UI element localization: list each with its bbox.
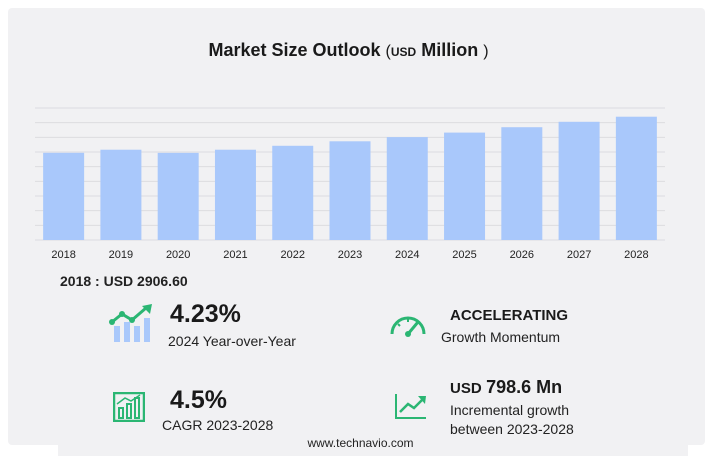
x-tick-2027: 2027 xyxy=(567,249,591,261)
x-tick-2026: 2026 xyxy=(510,249,534,261)
incremental-amount: 798.6 Mn xyxy=(486,377,563,397)
stats-panel: 4.23% 2024 Year-over-Year ACCELERATING G… xyxy=(58,288,688,456)
bar-2026 xyxy=(501,127,543,240)
cagr-label: CAGR 2023-2028 xyxy=(162,417,274,433)
bar-2019 xyxy=(100,149,142,240)
incremental-value: USD 798.6 Mn xyxy=(450,377,562,398)
yoy-value: 4.23% xyxy=(170,300,241,328)
yoy-label: 2024 Year-over-Year xyxy=(168,333,296,349)
x-tick-2022: 2022 xyxy=(280,249,304,261)
bar-2021 xyxy=(214,149,256,240)
bar-2022 xyxy=(272,145,314,240)
chart-title: Market Size Outlook (USD Million ) xyxy=(208,40,489,60)
bar-chart: 2018 2019 2020 2021 2022 2023 2024 2025 2026 2027… xyxy=(35,107,665,261)
bar-2027 xyxy=(558,121,600,240)
x-tick-2019: 2019 xyxy=(109,249,133,261)
bar-chart-icon xyxy=(113,392,145,422)
momentum-label: Growth Momentum xyxy=(441,329,561,345)
trend-line-icon xyxy=(395,394,426,419)
speedometer-icon xyxy=(390,316,426,337)
x-tick-2023: 2023 xyxy=(338,249,362,261)
growth-chart-icon xyxy=(109,304,152,342)
x-tick-2024: 2024 xyxy=(395,249,419,261)
bars xyxy=(43,116,657,240)
base-year-value: 2018 : USD 2906.60 xyxy=(60,273,188,289)
x-tick-2021: 2021 xyxy=(223,249,247,261)
bar-2025 xyxy=(444,132,486,240)
x-tick-2018: 2018 xyxy=(51,249,75,261)
source-footer: www.technavio.com xyxy=(307,436,414,450)
bar-2023 xyxy=(329,141,371,240)
bar-2028 xyxy=(615,116,657,240)
x-tick-2020: 2020 xyxy=(166,249,190,261)
incremental-label-2: between 2023-2028 xyxy=(450,421,574,437)
cagr-value: 4.5% xyxy=(170,386,227,414)
incremental-prefix: USD xyxy=(450,380,482,397)
bar-2024 xyxy=(386,137,428,240)
x-tick-2025: 2025 xyxy=(452,249,476,261)
incremental-label-1: Incremental growth xyxy=(450,402,570,418)
x-tick-2028: 2028 xyxy=(624,249,648,261)
x-tick-labels: 2018 2019 2020 2021 2022 2023 2024 2025 2026 2027… xyxy=(51,249,648,261)
bar-2020 xyxy=(157,152,199,240)
bar-2018 xyxy=(43,152,85,240)
momentum-value: ACCELERATING xyxy=(450,307,569,324)
